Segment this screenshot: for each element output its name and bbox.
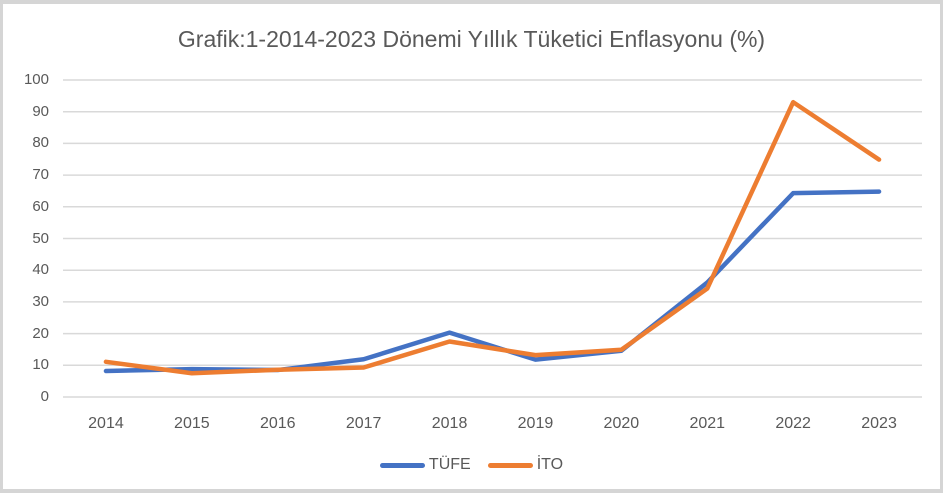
y-axis: 0 10 20 30 40 50 60 70 80 90 100 (3, 4, 49, 497)
legend: TÜFE İTO (3, 454, 940, 476)
legend-label: İTO (536, 456, 564, 473)
y-tick-label: 10 (32, 356, 49, 374)
x-tick-label: 2016 (259, 415, 296, 432)
y-tick-label: 50 (32, 229, 49, 247)
x-tick-label: 2018 (431, 415, 468, 432)
series-line-ito (103, 99, 882, 376)
x-tick-label: 2015 (174, 415, 210, 432)
y-tick-label: 30 (32, 292, 49, 310)
legend-swatch-tufe (379, 462, 425, 468)
y-tick-label: 80 (32, 134, 49, 152)
legend-label: TÜFE (428, 456, 471, 473)
legend-item-ito: İTO (487, 455, 564, 475)
plot-area (63, 79, 922, 398)
x-tick-label: 2019 (517, 415, 554, 432)
x-tick-label: 2023 (861, 415, 897, 432)
y-tick-label: 90 (32, 102, 49, 120)
x-axis: 2014 2015 2016 2017 2018 2019 2020 2021 2022 2023 (3, 414, 943, 434)
y-tick-label: 20 (32, 324, 49, 342)
x-tick-label: 2014 (88, 415, 124, 432)
series-line-tufe (103, 189, 882, 374)
x-tick-label: 2022 (775, 415, 811, 432)
y-tick-label: 0 (40, 388, 49, 405)
x-tick-label: 2020 (603, 415, 640, 432)
y-tick-label: 70 (32, 166, 49, 184)
x-tick-label: 2017 (345, 415, 382, 432)
y-tick-label: 40 (32, 261, 49, 279)
y-tick-label: 100 (23, 71, 49, 88)
legend-item-tufe: TÜFE (379, 455, 471, 475)
chart-title: Grafik:1-2014-2023 Dönemi Yıllık Tüketic… (177, 26, 766, 52)
y-tick-label: 60 (32, 197, 49, 215)
x-tick-label: 2021 (689, 415, 726, 432)
legend-swatch-ito (487, 462, 533, 468)
